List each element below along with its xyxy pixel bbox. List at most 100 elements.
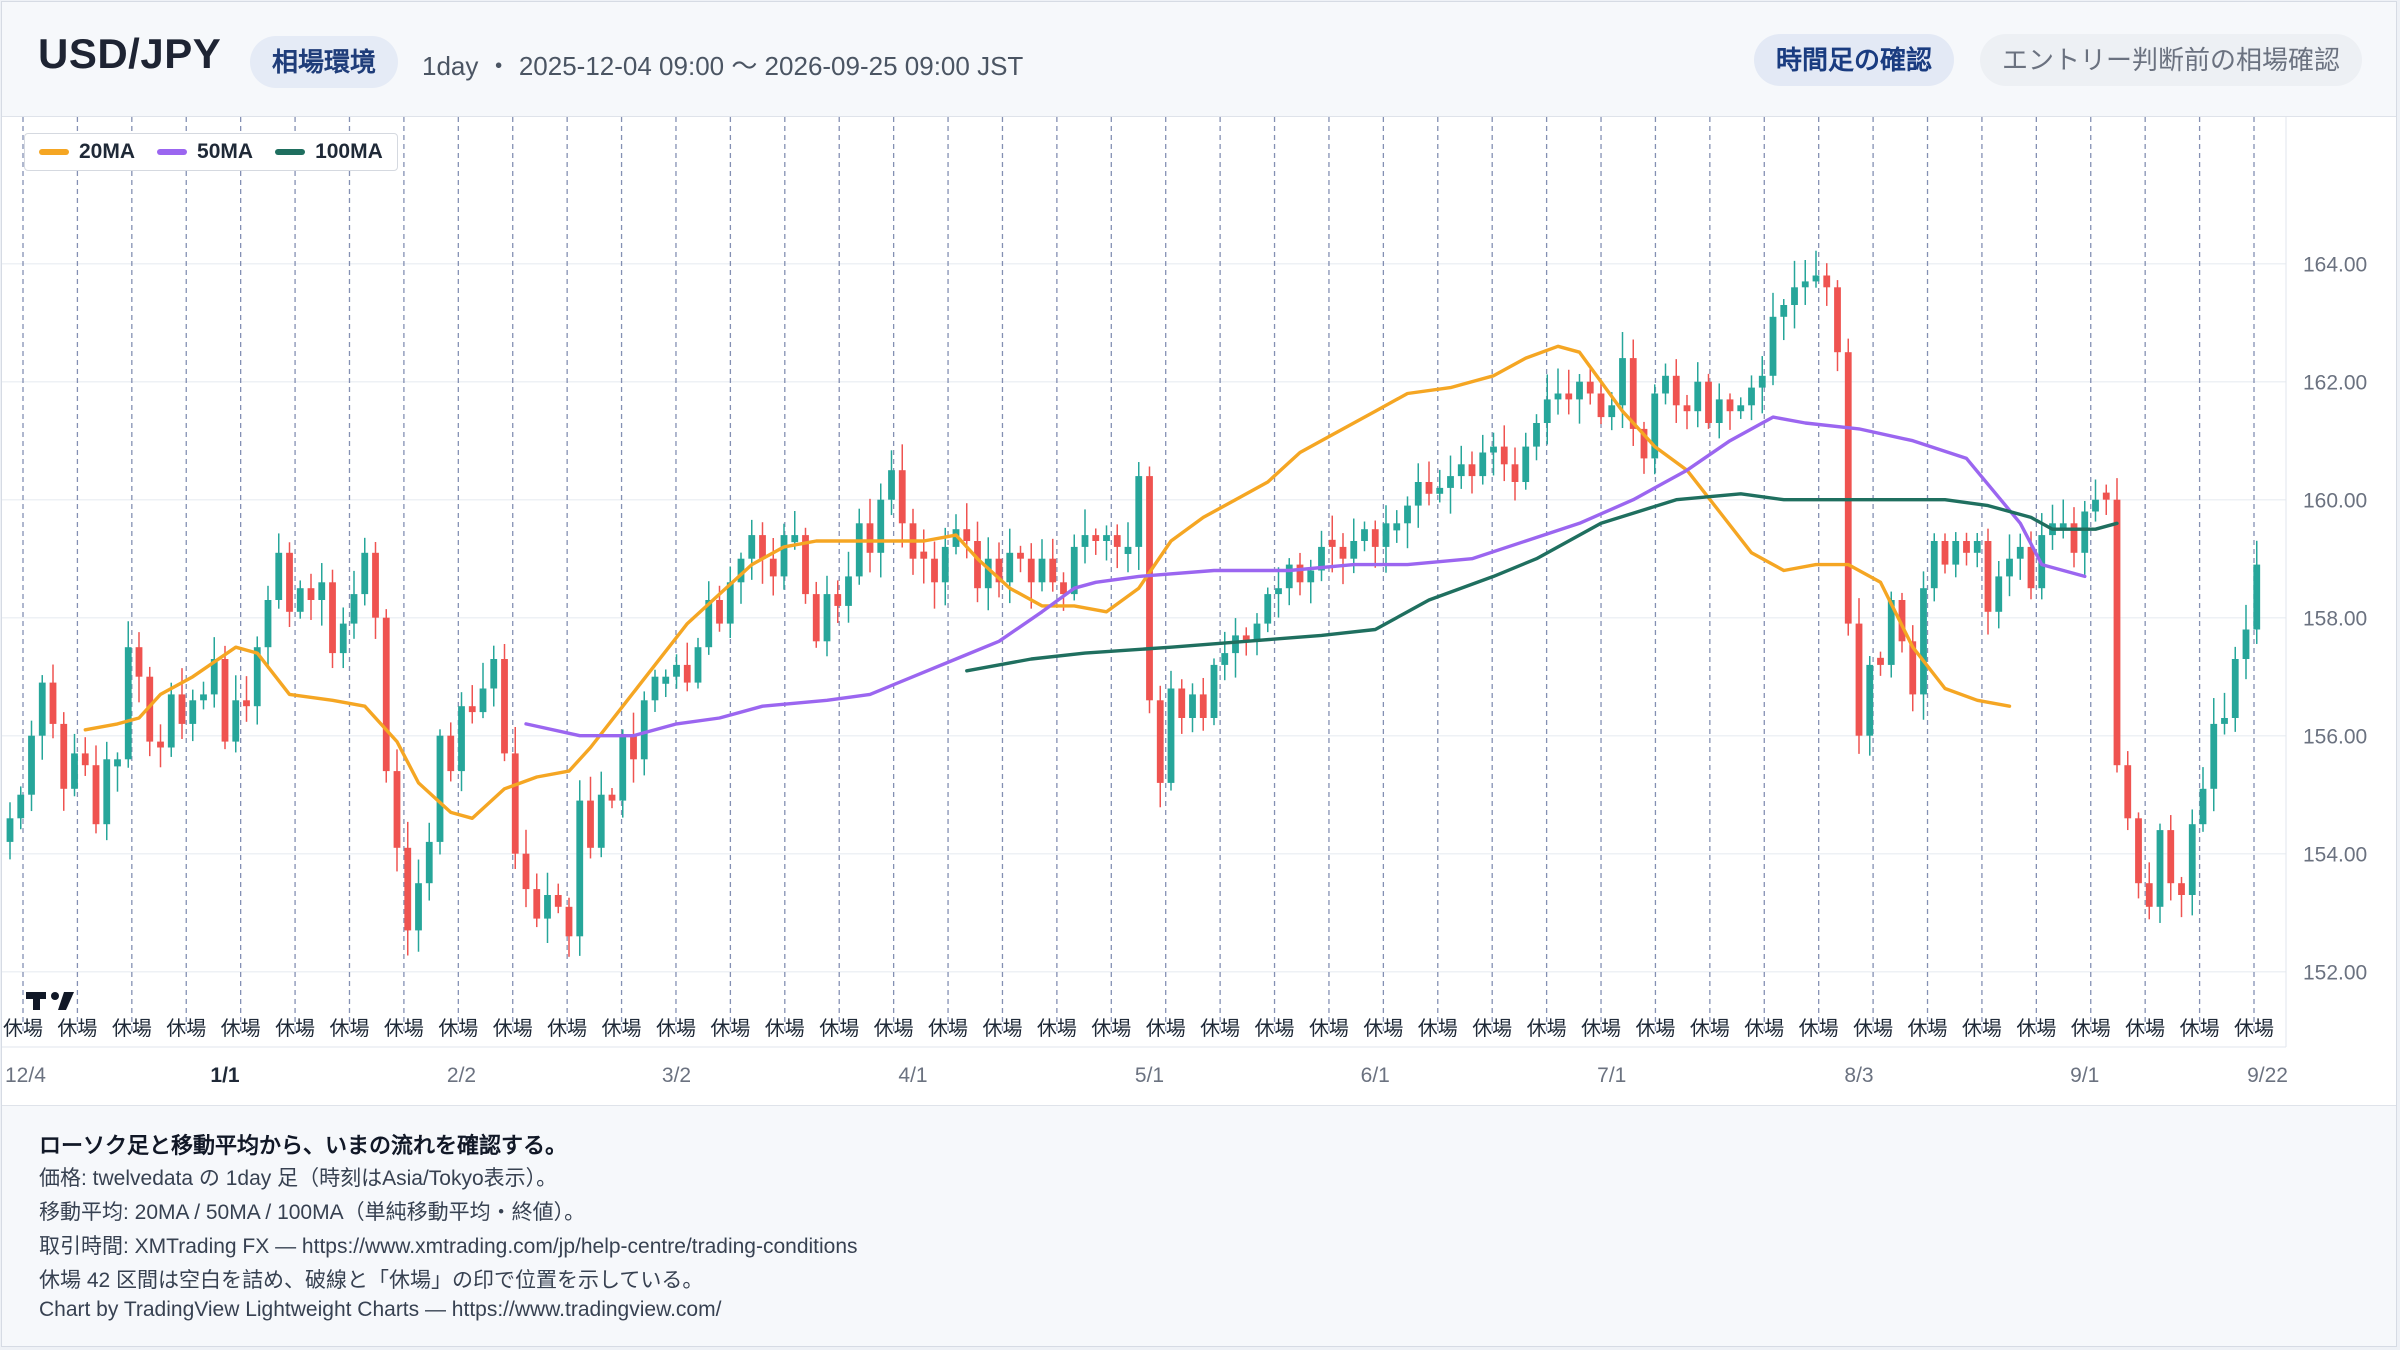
candle-body <box>1705 381 1712 423</box>
candle-body <box>1199 694 1207 718</box>
break-marker-label: 休場 <box>819 1017 859 1040</box>
candle-body <box>1554 393 1562 400</box>
candle-body <box>1490 446 1497 453</box>
footer-attribution: Chart by TradingView Lightweight Charts … <box>39 1298 722 1321</box>
candle-body <box>1887 600 1895 665</box>
candle-body <box>468 706 476 713</box>
candle-body <box>952 529 960 547</box>
candle-body <box>920 551 928 559</box>
chart-area[interactable]: 164.00 162.00 160.00 158.00 156.00 154.00 152.… <box>2 117 2397 1105</box>
candle-body <box>1307 570 1315 583</box>
timeframe-check-button[interactable]: 時間足の確認 <box>1754 34 1955 86</box>
candle-body <box>1436 487 1444 494</box>
candle-body <box>931 558 938 583</box>
candle-body <box>243 700 250 707</box>
candle-body <box>1006 552 1014 583</box>
candle-body <box>393 771 401 848</box>
candle-body <box>888 470 895 500</box>
candle-body <box>587 800 594 848</box>
candle-body <box>823 594 831 642</box>
candle-body <box>1694 381 1702 412</box>
candle-body <box>1522 446 1530 482</box>
candle-body <box>1812 275 1820 282</box>
candle-body <box>275 552 283 600</box>
candle-body <box>597 794 605 848</box>
candle-body <box>974 541 981 589</box>
time-tick-label: 2/2 <box>447 1064 476 1087</box>
candle-body <box>1242 635 1250 642</box>
time-tick-label: 5/1 <box>1135 1064 1164 1087</box>
moving-average-lines <box>83 344 2119 820</box>
candle-body <box>1049 558 1057 583</box>
candle-body <box>640 700 648 760</box>
candle-body <box>1425 482 1433 494</box>
candle-body <box>941 546 949 583</box>
legend-swatch-50ma <box>157 149 188 155</box>
candle-body <box>1565 393 1573 400</box>
candle-body <box>1253 623 1261 642</box>
candle-body <box>1737 405 1745 412</box>
candlestick-chart[interactable]: 164.00 162.00 160.00 158.00 156.00 154.00 152.… <box>2 117 2397 1105</box>
candle-body <box>1533 423 1540 447</box>
candle-body <box>296 588 304 612</box>
candle-body <box>1070 546 1078 595</box>
candle-body <box>662 676 670 684</box>
candle-body <box>2210 723 2218 789</box>
break-marker-label: 休場 <box>493 1017 533 1040</box>
break-marker-label: 休場 <box>1418 1017 1458 1040</box>
candle-body <box>1146 476 1153 701</box>
break-marker-label: 休場 <box>656 1017 696 1040</box>
candle-body <box>2221 718 2228 724</box>
candle-body <box>1027 558 1035 583</box>
candle-body <box>114 759 121 767</box>
candle-body <box>769 558 777 577</box>
candle-body <box>1447 476 1454 488</box>
candle-body <box>103 759 111 825</box>
candle-body <box>694 647 702 683</box>
price-axis[interactable]: 164.00 162.00 160.00 158.00 156.00 154.00 152.… <box>2285 117 2367 1047</box>
candle-body <box>2242 629 2250 659</box>
price-tick-label: 154.00 <box>2303 844 2367 867</box>
candle-body <box>1780 305 1788 317</box>
candle-body <box>683 664 691 683</box>
price-tick-label: 164.00 <box>2303 254 2367 277</box>
candle-body <box>565 906 573 937</box>
candle-body <box>1683 405 1691 412</box>
candle-body <box>802 535 809 595</box>
candle-body <box>1909 641 1917 695</box>
break-marker-label: 休場 <box>1472 1017 1512 1040</box>
candle-body <box>6 818 14 842</box>
candle-body <box>1414 482 1422 506</box>
time-axis[interactable]: 12/4 1/1 2/2 3/2 4/1 5/1 6/1 7/1 8/3 9/1 9/22 <box>2 1046 2288 1087</box>
candle-body <box>522 853 530 890</box>
candle-body <box>1189 694 1196 718</box>
candle-body <box>28 735 35 795</box>
candle-body <box>38 682 46 736</box>
candle-body <box>1511 464 1519 482</box>
candle-body <box>1855 623 1863 736</box>
candle-body <box>2016 546 2024 559</box>
candle-body <box>1995 576 2003 612</box>
candle-body <box>1232 635 1239 654</box>
candle-body <box>479 688 487 713</box>
market-environment-badge[interactable]: 相場環境 <box>250 36 399 88</box>
candle-body <box>2092 499 2099 512</box>
price-tick-label: 156.00 <box>2303 726 2367 749</box>
break-marker-label: 休場 <box>1255 1017 1295 1040</box>
candle-body <box>1640 428 1648 459</box>
break-marker-label: 休場 <box>166 1017 206 1040</box>
candle-body <box>2199 788 2207 825</box>
time-tick-label: 1/1 <box>210 1064 240 1087</box>
entry-check-button[interactable]: エントリー判断前の相場確認 <box>1980 34 2363 86</box>
break-marker-label: 休場 <box>1581 1017 1621 1040</box>
break-marker-label: 休場 <box>384 1017 424 1040</box>
candle-body <box>17 794 25 819</box>
candle-body <box>834 594 842 606</box>
price-tick-label: 160.00 <box>2303 490 2367 513</box>
break-marker-label: 休場 <box>57 1017 97 1040</box>
tradingview-logo[interactable] <box>26 989 88 1013</box>
candle-body <box>1296 564 1304 583</box>
time-tick-label: 6/1 <box>1361 1064 1390 1087</box>
candle-body <box>995 558 1003 583</box>
candle-body <box>737 558 745 583</box>
